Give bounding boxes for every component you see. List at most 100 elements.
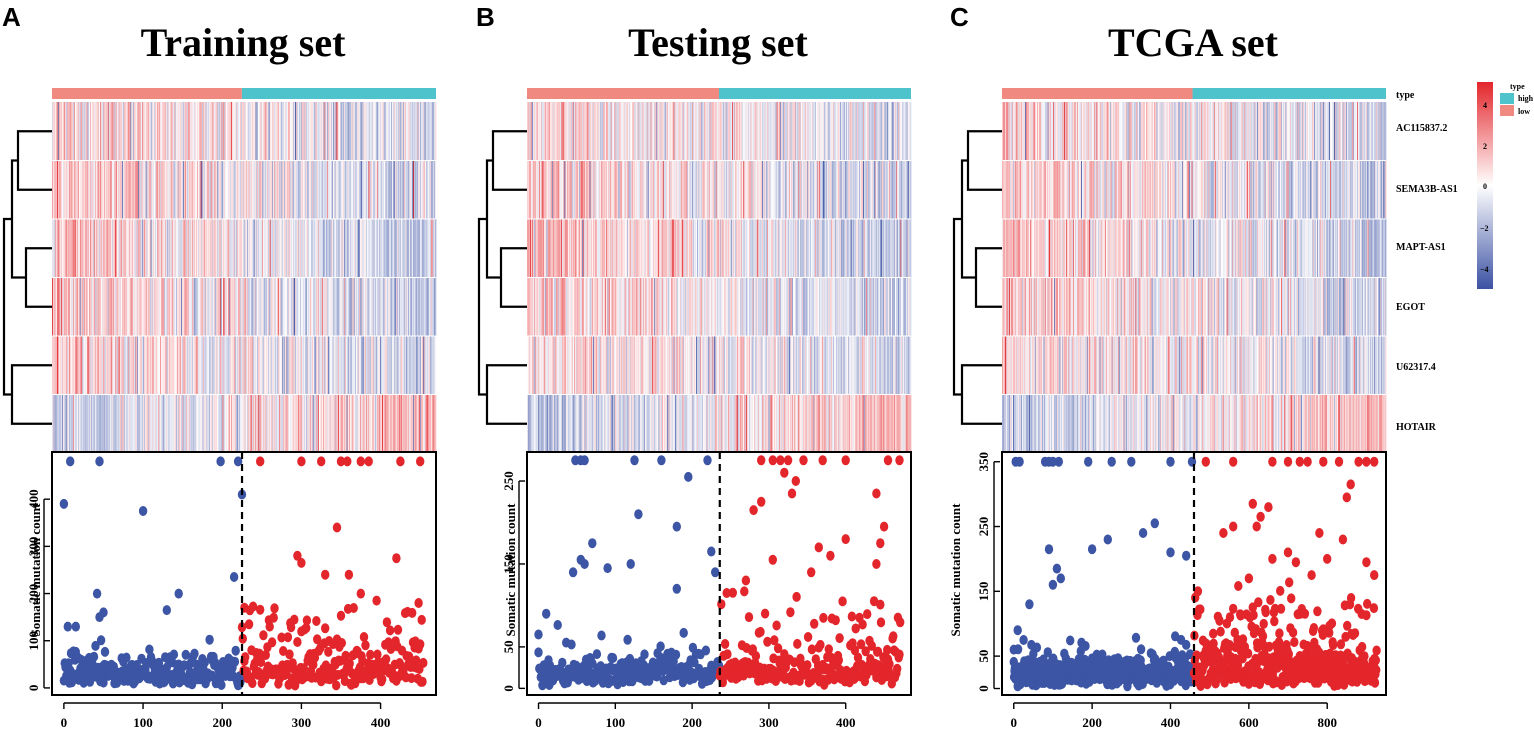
heatmap-cell: [344, 102, 346, 161]
heatmap-cell: [847, 219, 849, 278]
point-low-risk: [89, 651, 99, 662]
heatmap-cell: [596, 277, 599, 336]
heatmap-cell: [697, 160, 700, 219]
heatmap-cell: [343, 277, 345, 336]
heatmap-cell: [309, 394, 311, 453]
heatmap-cell: [331, 219, 333, 278]
heatmap-cell: [304, 160, 306, 219]
heatmap-cell: [698, 219, 700, 278]
heatmap-cell: [638, 102, 640, 161]
heatmap-cell: [299, 336, 301, 395]
heatmap-cell: [765, 160, 767, 219]
heatmap-cell: [87, 160, 89, 219]
heatmap-cell: [323, 219, 325, 278]
heatmap-cell: [546, 219, 548, 278]
heatmap-cell: [196, 160, 198, 219]
heatmap-cell: [376, 394, 378, 453]
heatmap-cell: [319, 394, 321, 453]
heatmap-cell: [364, 394, 366, 453]
heatmap-cell: [531, 160, 533, 219]
heatmap-cell: [881, 219, 883, 278]
heatmap-cell: [183, 336, 185, 395]
heatmap-cell: [133, 219, 136, 278]
heatmap-cell: [623, 160, 625, 219]
heatmap-cell: [331, 336, 333, 395]
heatmap-cell: [866, 160, 868, 219]
heatmap-cell: [127, 394, 129, 453]
heatmap-cell: [192, 394, 194, 453]
heatmap-cell: [157, 336, 159, 395]
heatmap-cell: [161, 277, 163, 336]
heatmap-cell: [249, 277, 251, 336]
heatmap-cell: [718, 160, 720, 219]
heatmap-cell: [703, 102, 705, 161]
heatmap-cell: [174, 336, 176, 395]
heatmap-cell: [130, 160, 132, 219]
heatmap-cell: [149, 102, 152, 161]
heatmap-cell: [392, 394, 395, 453]
heatmap-cell: [144, 160, 147, 219]
heatmap-cell: [329, 102, 331, 161]
heatmap-cell: [90, 336, 93, 395]
heatmap-cell: [657, 102, 659, 161]
heatmap-cell: [394, 102, 396, 161]
heatmap-cell: [74, 394, 76, 453]
heatmap-cell: [696, 219, 698, 278]
heatmap-cell: [553, 219, 555, 278]
heatmap-cell: [318, 102, 320, 161]
heatmap-cell: [208, 102, 211, 161]
heatmap-cell: [582, 219, 584, 278]
heatmap-cell: [540, 102, 542, 161]
heatmap-cell: [588, 277, 590, 336]
heatmap-cell: [602, 160, 604, 219]
heatmap-cell: [759, 160, 761, 219]
heatmap-cell: [240, 219, 242, 278]
heatmap-cell: [653, 102, 655, 161]
heatmap-cell: [263, 336, 266, 395]
heatmap-cell: [850, 102, 852, 161]
heatmap-cell: [333, 277, 336, 336]
heatmap-cell: [610, 102, 612, 161]
heatmap-cell: [214, 219, 217, 278]
heatmap-cell: [133, 160, 136, 219]
heatmap-cell: [387, 394, 390, 453]
heatmap-cell: [536, 219, 538, 278]
heatmap-cell: [367, 219, 369, 278]
heatmap-cell: [356, 219, 358, 278]
heatmap-cell: [171, 160, 174, 219]
heatmap-cell: [94, 277, 96, 336]
heatmap-cell: [891, 102, 893, 161]
heatmap-cell: [156, 394, 158, 453]
heatmap-cell: [897, 102, 899, 161]
heatmap-cell: [657, 160, 660, 219]
heatmap-cell: [743, 277, 745, 336]
heatmap-cell: [73, 394, 76, 453]
heatmap-cell: [893, 160, 895, 219]
heatmap-cell: [614, 160, 616, 219]
heatmap-cell: [302, 102, 304, 161]
heatmap-cell: [356, 336, 358, 395]
heatmap-cell: [814, 102, 816, 161]
heatmap-cell: [110, 219, 112, 278]
heatmap-cell: [338, 219, 341, 278]
heatmap-cell: [69, 219, 71, 278]
heatmap-cell: [364, 219, 366, 278]
heatmap-cell: [84, 394, 86, 453]
heatmap-cell: [279, 102, 281, 161]
heatmap-cell: [374, 219, 376, 278]
heatmap-cell: [290, 160, 292, 219]
heatmap-cell: [607, 102, 609, 161]
heatmap-cell: [303, 277, 305, 336]
heatmap-cell: [352, 102, 354, 161]
heatmap-cell: [736, 102, 739, 161]
heatmap-cell: [732, 219, 734, 278]
heatmap-cell: [300, 277, 302, 336]
heatmap-cell: [408, 160, 411, 219]
heatmap-cell: [342, 336, 344, 395]
heatmap-cell: [631, 160, 634, 219]
heatmap-cell: [828, 102, 830, 161]
heatmap-cell: [723, 277, 726, 336]
heatmap-cell: [886, 219, 888, 278]
heatmap-cell: [396, 394, 398, 453]
heatmap-cell: [270, 277, 272, 336]
